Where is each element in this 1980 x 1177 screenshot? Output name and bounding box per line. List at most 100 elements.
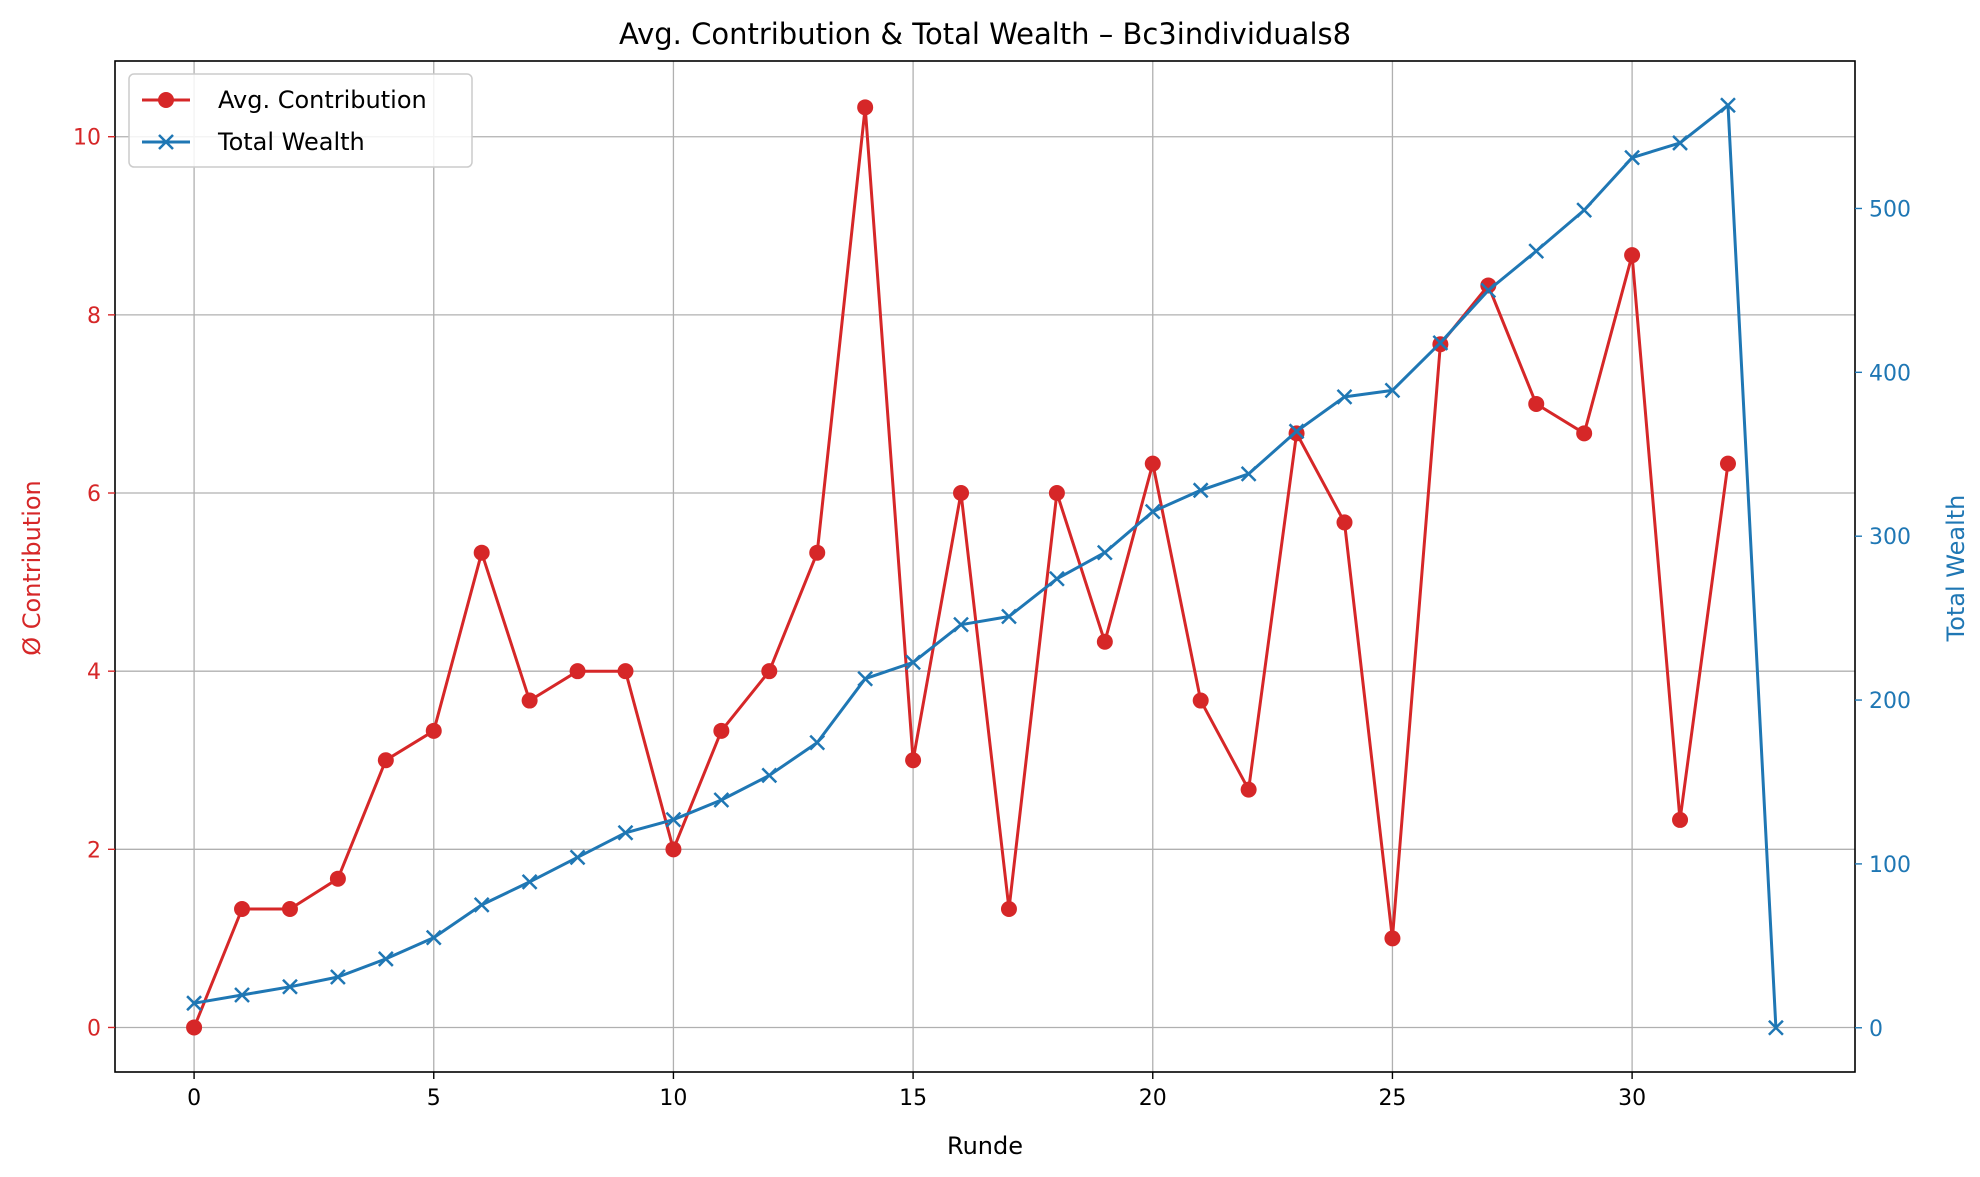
data-point-total-wealth [282,978,298,995]
data-point-avg-contribution [234,900,251,917]
legend-label-contribution: Avg. Contribution [218,86,427,114]
data-point-avg-contribution [1048,485,1065,502]
data-point-avg-contribution [425,722,442,739]
data-point-total-wealth [1049,570,1065,587]
data-point-avg-contribution [1672,811,1689,828]
data-point-total-wealth [234,987,250,1003]
data-point-total-wealth [377,951,394,967]
data-point-avg-contribution [1624,247,1641,264]
data-point-total-wealth [1768,1019,1784,1036]
y-left-tick-label: 2 [87,838,101,863]
data-point-avg-contribution [1480,277,1497,294]
data-point-avg-contribution [761,663,778,680]
data-point-total-wealth [761,767,778,784]
data-point-avg-contribution [809,544,826,561]
data-point-total-wealth [521,874,538,890]
data-point-avg-contribution [377,752,394,769]
data-point-avg-contribution [569,663,586,680]
y-right-tick-label: 200 [1869,689,1911,714]
grid [115,61,1855,1072]
x-tick-label: 10 [659,1086,687,1111]
y-axis-right-title: Total Wealth [1942,495,1970,643]
data-point-avg-contribution [1719,455,1736,472]
data-point-total-wealth [1576,202,1593,218]
plot-series [186,97,1784,1036]
data-point-avg-contribution [473,544,490,561]
data-point-avg-contribution [1336,514,1353,531]
series-line-total-wealth [193,103,1778,1028]
data-point-total-wealth [665,811,682,828]
x-tick-label: 5 [427,1086,441,1111]
data-point-avg-contribution [1096,633,1113,650]
y-right-tick-label: 500 [1869,197,1911,222]
data-point-avg-contribution [281,900,298,917]
data-point-total-wealth [1192,482,1209,499]
y-right-tick-label: 300 [1869,525,1911,550]
data-point-total-wealth [809,734,826,751]
data-point-total-wealth [617,824,634,841]
y-left-tick-label: 6 [87,482,101,507]
data-point-total-wealth [1001,608,1017,625]
data-point-avg-contribution [1576,425,1593,442]
data-point-avg-contribution [1240,781,1257,798]
data-point-avg-contribution [905,752,922,769]
data-point-avg-contribution [1528,395,1545,412]
data-point-avg-contribution [713,722,730,739]
data-point-total-wealth [569,849,586,866]
data-point-total-wealth [1624,149,1640,166]
y-left-tick-label: 0 [87,1016,101,1041]
data-point-avg-contribution [665,841,682,858]
data-point-avg-contribution [617,663,634,680]
data-point-total-wealth [1528,243,1545,259]
legend-label-wealth: Total Wealth [217,128,365,156]
data-point-total-wealth [905,654,921,671]
data-point-avg-contribution [1000,900,1017,917]
data-point-avg-contribution [521,692,538,709]
data-point-total-wealth [713,792,730,808]
y-left-tick-label: 10 [73,126,101,151]
y-axis-left-title: Ø Contribution [18,480,46,656]
data-point-total-wealth [1240,466,1257,482]
data-point-total-wealth [857,670,874,687]
data-point-total-wealth [1336,389,1353,405]
x-tick-label: 20 [1139,1086,1167,1111]
x-tick-label: 0 [187,1086,201,1111]
legend-marker-contribution [158,92,174,108]
y-right-tick-label: 0 [1869,1017,1883,1042]
legend: Avg. Contribution Total Wealth [128,73,473,168]
data-point-avg-contribution [857,99,874,116]
x-tick-label: 30 [1618,1086,1646,1111]
data-point-avg-contribution [329,870,346,887]
data-point-avg-contribution [953,485,970,502]
data-point-total-wealth [1096,544,1113,561]
data-point-total-wealth [330,969,346,985]
data-point-avg-contribution [1144,455,1161,472]
data-point-total-wealth [473,896,490,913]
data-point-total-wealth [425,929,442,946]
legend-box [128,73,473,168]
data-point-total-wealth [1288,423,1305,440]
y-left-tick-label: 4 [87,660,101,685]
data-point-avg-contribution [1192,692,1209,709]
data-point-total-wealth [1720,97,1736,114]
y-right-tick-label: 100 [1869,853,1911,878]
y-left-tick-label: 8 [87,304,101,329]
x-tick-label: 25 [1378,1086,1406,1111]
data-point-total-wealth [1432,334,1449,351]
data-point-total-wealth [186,995,202,1012]
data-point-avg-contribution [186,1019,203,1036]
data-point-total-wealth [953,616,969,633]
plot-frame [114,60,1856,1073]
series-line-avg-contribution [192,105,1730,1029]
data-point-total-wealth [1672,135,1688,151]
data-point-total-wealth [1480,282,1497,299]
x-axis-title: Runde [947,1132,1023,1160]
chart-title: Avg. Contribution & Total Wealth – Bc3in… [619,17,1351,51]
legend-marker-wealth [158,134,174,150]
y-right-tick-label: 400 [1869,361,1911,386]
x-tick-label: 15 [899,1086,927,1111]
data-point-total-wealth [1384,382,1401,399]
data-point-total-wealth [1144,503,1161,520]
